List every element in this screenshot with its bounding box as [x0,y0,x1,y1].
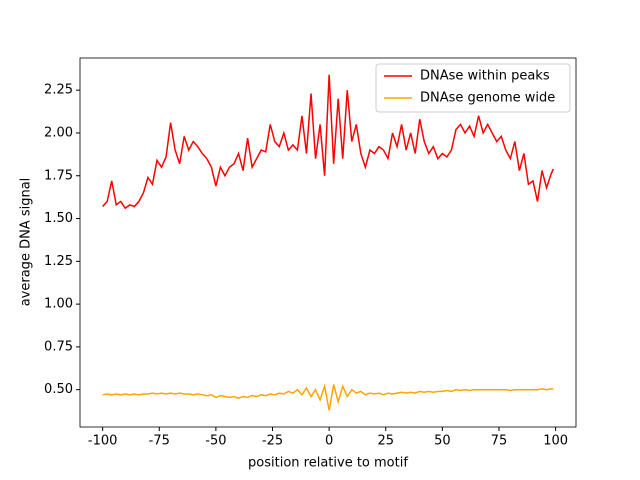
x-tick-label: 75 [491,434,508,449]
line [102,383,554,411]
y-tick-label: 2.25 [44,83,73,98]
legend-label: DNAse genome wide [420,91,555,106]
y-tick-label: 0.50 [44,382,73,397]
y-tick-label: 2.00 [44,125,73,140]
x-tick-label: -100 [88,434,118,449]
x-tick-label: -50 [205,434,226,449]
y-axis-label: average DNA signal [19,178,34,307]
legend-box [375,63,571,113]
x-tick-label: 0 [325,434,333,449]
x-tick-label: -75 [149,434,170,449]
legend-label: DNAse within peaks [420,69,550,84]
y-tick-label: 1.00 [44,297,73,312]
x-tick-label: 25 [377,434,394,449]
x-axis-label: position relative to motif [248,456,408,471]
y-tick-label: 0.75 [44,339,73,354]
y-tick-label: 1.75 [44,168,73,183]
x-tick-label: 100 [543,434,568,449]
y-tick-label: 1.50 [44,211,73,226]
line [102,74,555,210]
x-tick-label: 50 [434,434,451,449]
axes-frame [79,57,577,428]
y-tick-label: 1.25 [44,254,73,269]
x-tick-label: -25 [262,434,283,449]
